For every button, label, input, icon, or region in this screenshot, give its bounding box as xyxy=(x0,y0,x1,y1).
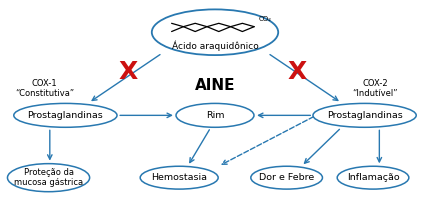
Text: Proteção da
mucosa gástrica: Proteção da mucosa gástrica xyxy=(14,168,83,187)
Ellipse shape xyxy=(140,166,218,189)
Ellipse shape xyxy=(251,166,322,189)
Text: Ácido araquidônico: Ácido araquidônico xyxy=(172,40,258,51)
Text: X: X xyxy=(119,60,138,84)
Ellipse shape xyxy=(7,164,89,192)
Text: Inflamação: Inflamação xyxy=(347,173,399,182)
Ellipse shape xyxy=(152,9,278,55)
Text: Prostaglandinas: Prostaglandinas xyxy=(28,111,103,120)
Ellipse shape xyxy=(14,103,117,127)
Text: Prostaglandinas: Prostaglandinas xyxy=(327,111,402,120)
Text: X: X xyxy=(288,60,307,84)
Ellipse shape xyxy=(313,103,416,127)
Ellipse shape xyxy=(337,166,409,189)
Ellipse shape xyxy=(176,103,254,127)
Text: CO₂: CO₂ xyxy=(258,16,271,22)
Text: Rim: Rim xyxy=(206,111,224,120)
Text: AINE: AINE xyxy=(195,78,235,93)
Text: COX-2
“Indutível”: COX-2 “Indutível” xyxy=(352,79,398,98)
Text: Hemostasia: Hemostasia xyxy=(151,173,207,182)
Text: Dor e Febre: Dor e Febre xyxy=(259,173,314,182)
Text: COX-1
“Constitutiva”: COX-1 “Constitutiva” xyxy=(15,79,74,98)
